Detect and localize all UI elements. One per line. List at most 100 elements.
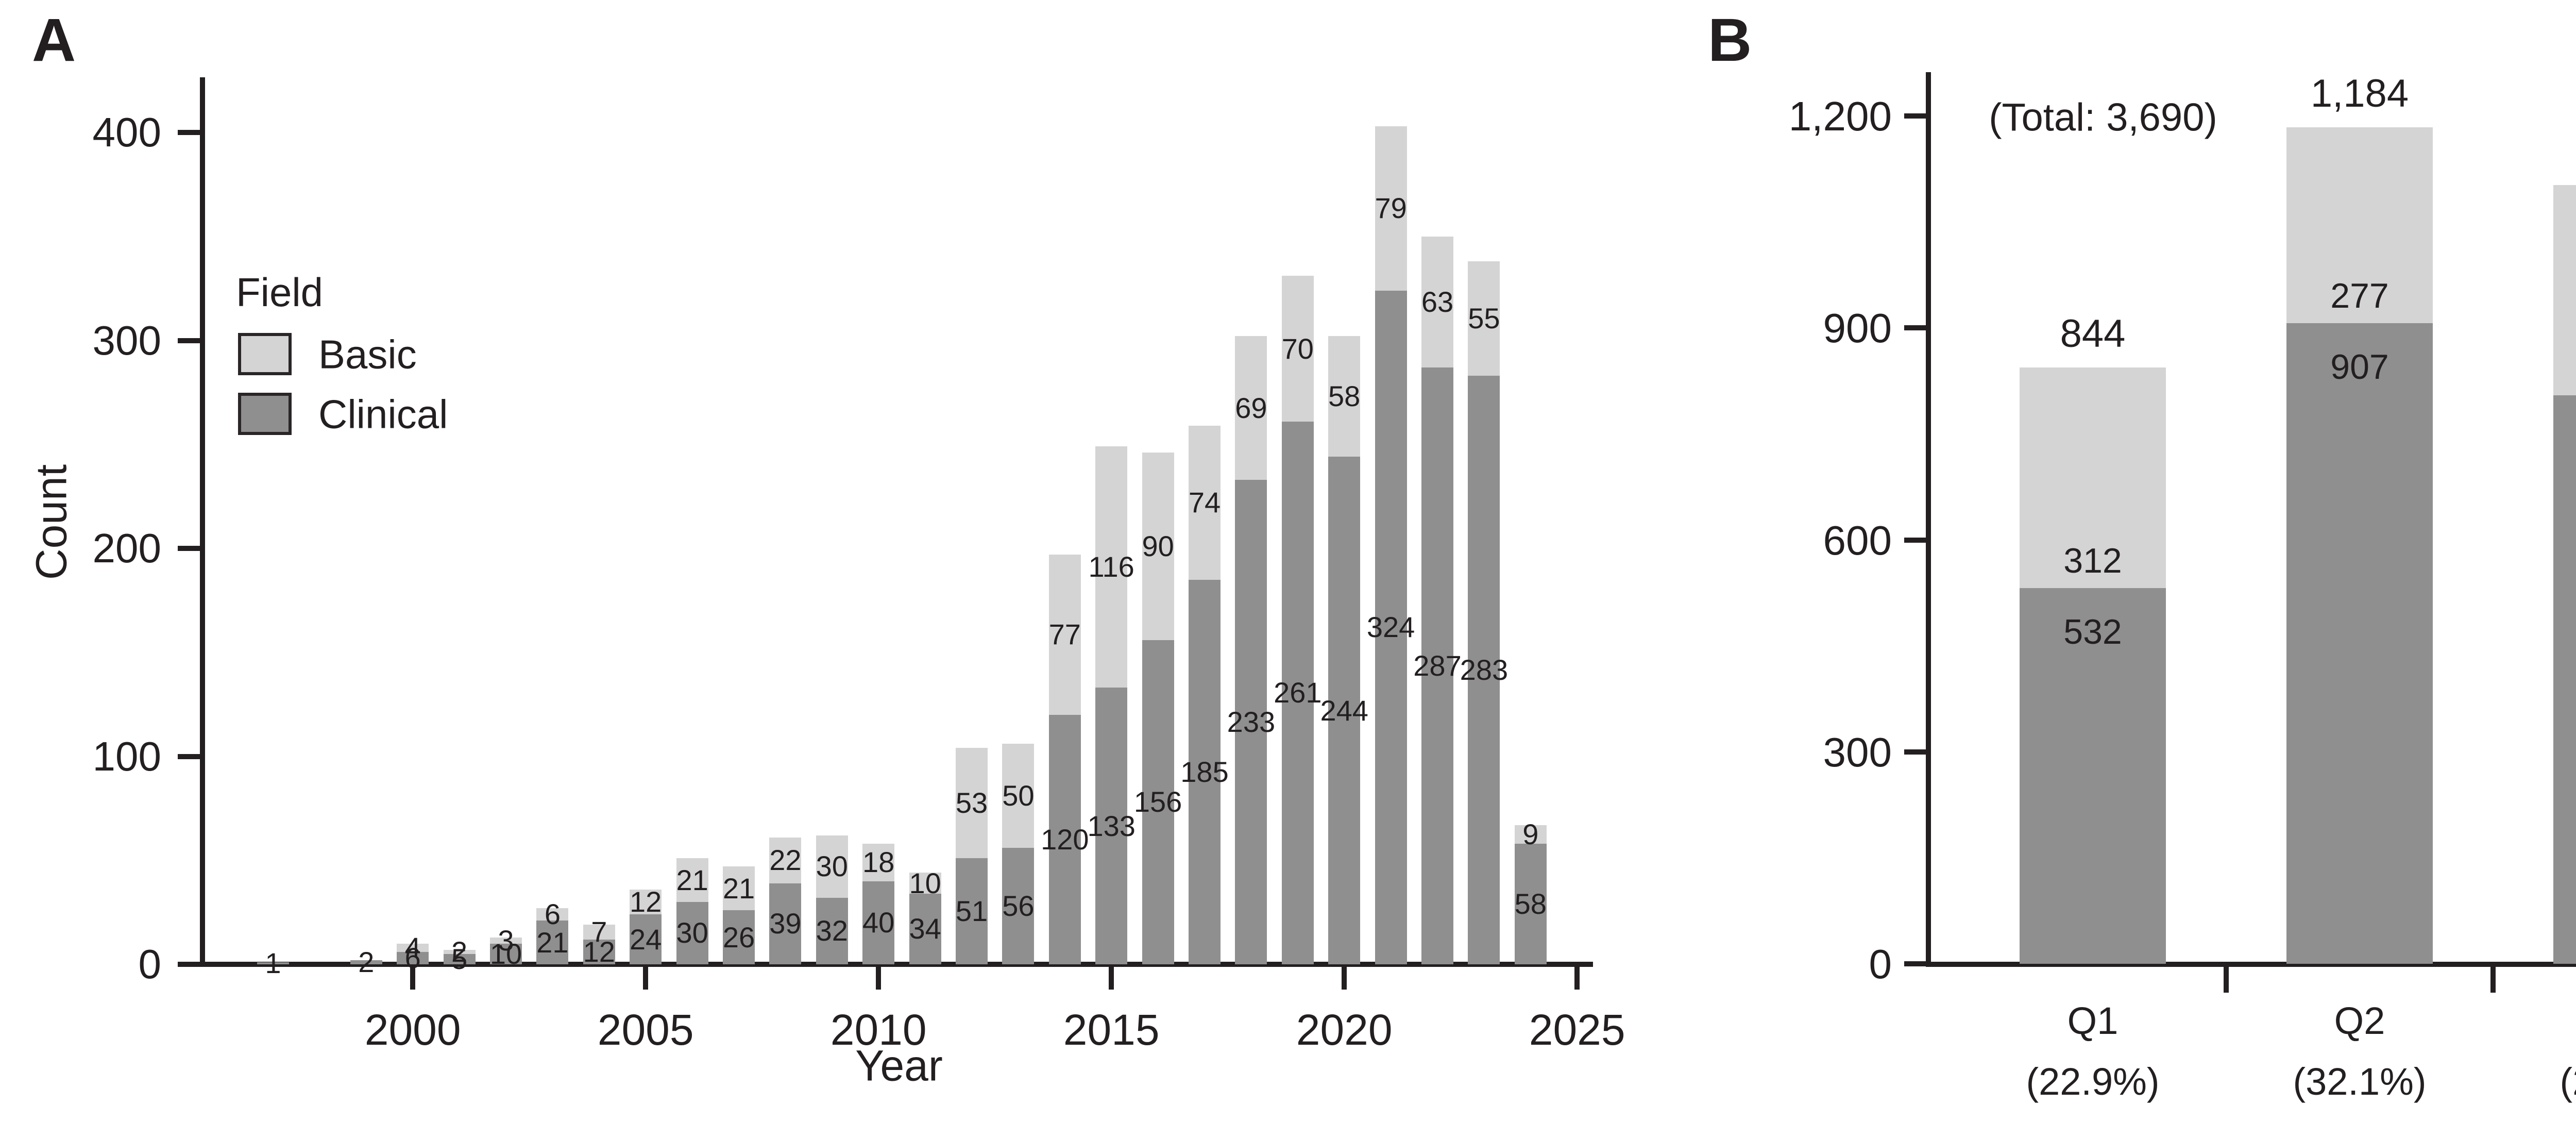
bar-label-basic: 297 [2523, 348, 2576, 388]
legend-label-basic: Basic [318, 331, 417, 377]
bar-label-basic: 9 [1522, 817, 1539, 850]
bar-label-basic: 21 [722, 872, 755, 905]
panel-a-y-tick [178, 754, 202, 759]
bar-segment-clinical [1002, 848, 1035, 964]
panel-a-x-tick-label: 2005 [597, 1006, 694, 1054]
bar-label-clinical: 58 [1514, 887, 1547, 920]
bar-label-clinical: 120 [1041, 823, 1089, 856]
panel-a-x-axis-title: Year [855, 1041, 943, 1090]
legend-swatch-basic [238, 333, 292, 375]
bar-segment-clinical [2020, 588, 2166, 964]
bar-segment-basic [1048, 555, 1081, 715]
panel-b-letter: B [1708, 6, 1752, 74]
bar-segment-clinical [1421, 367, 1453, 964]
bar-label-basic: 18 [862, 846, 895, 879]
bar-segment-clinical [1142, 640, 1174, 964]
panel-a: A Count Year Field Basic Clinical 0 100 20… [27, 6, 1625, 1090]
bar-label-clinical: 26 [722, 921, 755, 953]
panel-a-y-tick-label: 400 [92, 109, 161, 155]
bar-segment-basic [1328, 336, 1361, 457]
panel-a-x-tick-label: 2000 [364, 1006, 461, 1054]
panel-b-title: (Total: 3,690) [1989, 95, 2217, 140]
panel-a-x-tick [643, 967, 649, 990]
bar-label-basic: 90 [1142, 529, 1174, 562]
bar-label-clinical: 21 [536, 926, 569, 959]
panel-b-y-tick [1904, 749, 1928, 755]
panel-a-x-tick-label: 2020 [1296, 1006, 1393, 1054]
bar-label-basic: 4 [404, 931, 421, 964]
panel-a-y-tick-label: 200 [92, 525, 161, 571]
category-label: Q3 [2498, 999, 2576, 1043]
bar-segment-basic [397, 943, 429, 952]
category-label: Q1 [2067, 999, 2119, 1042]
bar-segment-basic [443, 949, 476, 954]
bar-label-clinical: 324 [1366, 611, 1415, 644]
panel-b-y-tick-label: 0 [1869, 941, 1892, 987]
bar-segment-basic [1235, 336, 1267, 480]
bar-label-clinical: 261 [1274, 676, 1322, 709]
bar-segment-clinical [257, 962, 289, 964]
panel-a-x-tick-label: 2015 [1063, 1006, 1160, 1054]
bar-segment-basic [630, 889, 662, 915]
bar-label-clinical: 2 [358, 945, 375, 978]
bar-label-clinical: 12 [583, 935, 615, 968]
bar-segment-basic [956, 748, 988, 859]
bar-label-total: 844 [2060, 312, 2126, 356]
bar-segment-clinical [676, 901, 708, 964]
bar-label-clinical: 244 [1320, 694, 1368, 727]
bar-label-basic: 53 [955, 787, 988, 819]
bar-label-basic: 58 [1328, 380, 1361, 413]
panel-a-y-axis [200, 77, 205, 967]
bar-label-basic: 10 [909, 866, 941, 899]
bar-label-total: 1,102 [2498, 129, 2576, 174]
panel-a-letter: A [32, 6, 76, 74]
panel-a-y-tick-label: 100 [92, 733, 161, 779]
panel-b: B (Total: 3,690) 1,017 Basic Clinical 2,… [1674, 0, 2576, 1121]
bar-segment-clinical [1281, 421, 1314, 964]
bar-segment-basic [1514, 825, 1547, 844]
bar-segment-clinical [769, 883, 802, 964]
panel-b-x-tick [2224, 967, 2229, 993]
panel-b-y-tick [1904, 961, 1928, 966]
panel-a-x-tick [1574, 967, 1580, 990]
panel-b-y-tick [1904, 537, 1928, 543]
bar-segment-clinical [630, 914, 662, 964]
bar-segment-clinical [2553, 395, 2576, 964]
bar-segment-basic [1421, 236, 1453, 367]
panel-a-y-tick-label: 300 [92, 317, 161, 363]
panel-b-y-tick-label: 300 [1823, 729, 1892, 775]
bar-segment-clinical [956, 858, 988, 964]
bar-label-clinical: 133 [1087, 809, 1136, 842]
legend-label-clinical: Clinical [318, 391, 448, 437]
bar-label-clinical: 5 [451, 942, 468, 975]
category-label: Q2 [2334, 999, 2385, 1042]
category-pct-label: (29.9%) [2560, 1060, 2576, 1103]
category-pct-label: (22.9%) [2026, 1060, 2160, 1103]
bar-label-basic: 69 [1235, 391, 1267, 424]
bar-segment-basic [723, 866, 755, 911]
bar-segment-basic [1142, 453, 1174, 640]
bar-segment-basic [2020, 367, 2166, 588]
panel-b-y-tick [1904, 113, 1928, 119]
bar-segment-clinical [1514, 843, 1547, 964]
panel-a-y-tick [178, 338, 202, 343]
bar-label-basic: 63 [1421, 285, 1454, 318]
bar-segment-clinical [2286, 323, 2433, 964]
bar-label-basic: 50 [1002, 779, 1035, 812]
bar-label-basic: 3 [498, 924, 514, 957]
bar-segment-clinical [909, 893, 941, 964]
panel-b-y-axis [1926, 72, 1931, 967]
bar-segment-basic [536, 908, 569, 921]
bar-segment-clinical [350, 960, 382, 964]
bar-label-clinical: 56 [1002, 890, 1035, 923]
bar-label-clinical: 30 [676, 916, 708, 949]
bar-segment-clinical [1189, 579, 1221, 964]
bar-label-basic: 74 [1188, 486, 1221, 519]
bar-label-clinical: 40 [862, 906, 895, 939]
panel-a-y-tick [178, 962, 202, 967]
bar-segment-clinical [1048, 714, 1081, 964]
panel-a-y-tick [178, 130, 202, 135]
panel-b-y-tick [1904, 325, 1928, 331]
panel-b-y-tick-label: 900 [1823, 305, 1892, 352]
bar-label-clinical: 907 [2330, 347, 2389, 387]
